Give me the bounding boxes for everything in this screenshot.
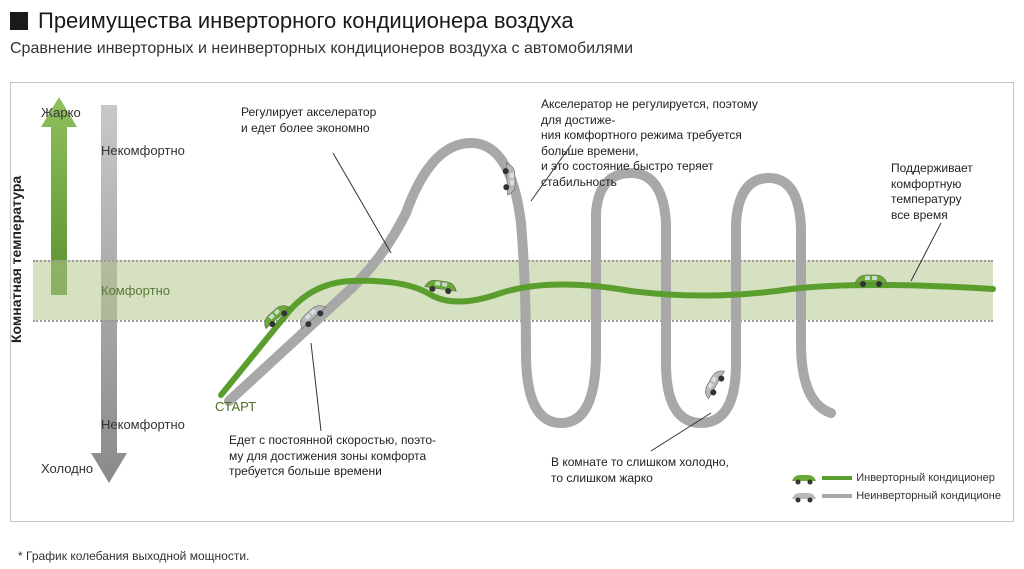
page-title: Преимущества инверторного кондиционера в… xyxy=(38,8,574,34)
annotation-maintains: Поддерживает комфортную температуру все … xyxy=(891,161,1011,223)
chart-area: Комнатная температура Жарко Некомфортно … xyxy=(10,82,1014,522)
car-icon xyxy=(790,471,818,485)
title-bar: Преимущества инверторного кондиционера в… xyxy=(0,0,1024,36)
legend-inverter-label: Инверторный кондиционер xyxy=(856,472,995,484)
annotation-too-hot-cold: В комнате то слишком холодно, то слишком… xyxy=(551,455,771,486)
chart-paths xyxy=(11,83,1015,523)
annotation-regulates: Регулирует акселератор и едет более экон… xyxy=(241,105,451,136)
annotation-not-regulated: Акселератор не регулируется, поэтому для… xyxy=(541,97,761,191)
car-icon xyxy=(790,489,818,503)
legend-noninverter: Неинверторный кондиционе xyxy=(790,489,1001,503)
inverter-car-icon xyxy=(853,271,889,287)
legend-inverter: Инверторный кондиционер xyxy=(790,471,1001,485)
start-label: СТАРТ xyxy=(215,399,256,414)
noninverter-car-icon xyxy=(502,161,519,198)
title-bullet xyxy=(10,12,28,30)
legend: Инверторный кондиционер Неинверторный ко… xyxy=(790,471,1001,507)
footnote: * График колебания выходной мощности. xyxy=(18,549,249,563)
legend-noninverter-label: Неинверторный кондиционе xyxy=(856,490,1001,502)
annotation-constant-speed: Едет с постоянной скоростью, поэто- му д… xyxy=(229,433,449,480)
subtitle: Сравнение инверторных и неинверторных ко… xyxy=(0,36,1024,66)
